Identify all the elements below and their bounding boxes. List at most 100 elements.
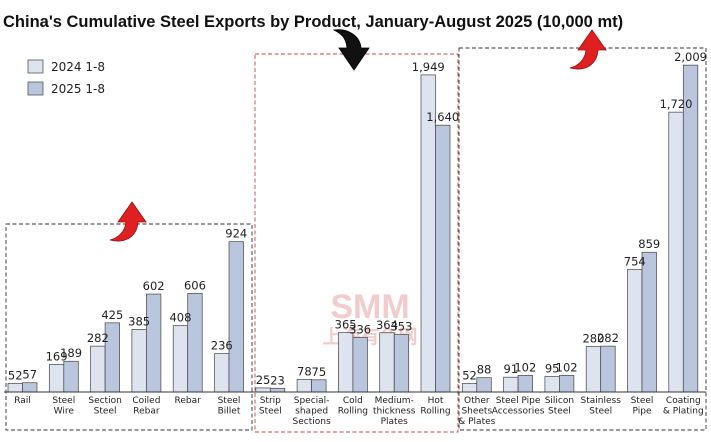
bar-2024-11	[461, 383, 478, 393]
bar-2025-11	[476, 377, 492, 393]
legend-swatch-2024	[27, 59, 44, 74]
bar-2025-4	[187, 293, 203, 393]
value-label-2025-0: 57	[22, 368, 37, 382]
category-label-4: Rebar	[175, 396, 202, 406]
bar-2024-12	[503, 376, 519, 393]
category-label-16: Coating & Plating	[663, 396, 704, 417]
value-label-2024-15: 754	[624, 254, 646, 268]
value-label-2025-5: 924	[225, 227, 247, 241]
watermark: SMM 上海有色网	[322, 288, 417, 348]
value-label-2024-8: 365	[335, 318, 357, 332]
trend-arrow-up-3	[569, 29, 607, 70]
bar-2025-15	[641, 251, 657, 393]
bars	[7, 64, 699, 393]
category-label-1: Steel Wire	[52, 396, 75, 417]
value-label-2025-12: 102	[514, 360, 536, 374]
legend-label-2025: 2025 1-8	[51, 82, 105, 96]
bar-2024-6	[255, 387, 271, 393]
category-label-8: Cold Rolling	[338, 396, 368, 417]
bar-2025-12	[517, 375, 533, 393]
legend-label-2024: 2024 1-8	[51, 60, 105, 74]
category-label-13: Silicon Steel	[545, 396, 574, 417]
value-label-2025-10: 1,640	[426, 110, 459, 124]
value-label-2025-9: 353	[390, 320, 412, 334]
value-label-2025-1: 189	[60, 346, 82, 360]
chart-title: China's Cumulative Steel Exports by Prod…	[3, 13, 623, 31]
category-label-2: Section Steel	[88, 396, 121, 417]
bar-2024-7	[296, 378, 312, 393]
category-label-14: Stainless Steel	[581, 396, 622, 417]
value-label-2025-6: 23	[270, 373, 285, 387]
bar-2024-4	[172, 325, 189, 393]
value-label-2024-12: 91	[504, 362, 519, 376]
bar-2025-0	[22, 382, 38, 393]
value-label-2025-11: 88	[477, 363, 492, 377]
bar-2024-13	[544, 376, 560, 393]
value-label-2024-9: 364	[376, 318, 398, 332]
value-label-2025-14: 282	[597, 331, 619, 345]
value-label-2024-11: 52	[462, 369, 477, 383]
bar-2024-3	[131, 329, 147, 393]
category-label-0: Rail	[14, 396, 31, 406]
value-label-2024-2: 282	[87, 331, 109, 345]
category-label-6: Strip Steel	[259, 396, 282, 417]
value-label-2025-7: 75	[312, 365, 327, 379]
bar-2024-8	[338, 332, 354, 393]
trend-arrow-up-1	[109, 201, 147, 242]
legend-swatch-2025	[27, 81, 44, 96]
bar-2025-1	[63, 360, 79, 393]
group-frame-1	[5, 223, 253, 431]
value-label-2024-3: 385	[128, 314, 150, 328]
value-label-2025-13: 102	[556, 360, 578, 374]
bar-2024-14	[585, 346, 602, 393]
value-label-2024-13: 95	[545, 362, 560, 376]
value-label-2024-5: 236	[211, 339, 233, 353]
trend-arrow-down-2	[332, 29, 370, 71]
category-label-5: Steel Billet	[218, 396, 241, 417]
bar-2025-16	[682, 64, 699, 393]
value-label-2025-3: 602	[143, 279, 165, 293]
value-label-2024-0: 52	[8, 369, 23, 383]
value-label-2024-4: 408	[169, 311, 191, 325]
legend: 2024 1-8 2025 1-8	[27, 59, 105, 96]
value-label-2024-1: 169	[46, 350, 68, 364]
category-label-7: Special-shaped Sections	[293, 396, 331, 427]
bar-2025-8	[352, 336, 368, 393]
bar-2025-5	[228, 241, 244, 393]
category-labels: Rail Steel Wire Section Steel Coiled Rebar Reba…	[14, 396, 703, 427]
value-label-2025-2: 425	[101, 308, 123, 322]
trend-arrows	[109, 29, 607, 242]
value-label-2024-7: 78	[297, 364, 312, 378]
value-label-2025-4: 606	[184, 278, 206, 292]
bar-2025-3	[146, 293, 162, 393]
bar-2024-5	[214, 353, 230, 393]
value-label-2025-15: 859	[638, 237, 660, 251]
bar-2025-9	[393, 334, 410, 393]
value-label-2024-10: 1,949	[412, 60, 445, 74]
value-label-2024-14: 280	[582, 331, 604, 345]
bar-2024-15	[627, 268, 643, 393]
bar-2025-6	[269, 387, 286, 393]
value-label-2025-8: 336	[349, 322, 371, 336]
bar-2024-9	[379, 332, 395, 393]
value-label-2024-6: 25	[256, 373, 271, 387]
watermark-logo: SMM	[330, 288, 409, 326]
bar-2025-13	[559, 375, 575, 393]
category-label-3: Coiled Rebar	[132, 396, 160, 417]
bar-2024-0	[7, 383, 23, 393]
value-label-2025-16: 2,009	[674, 50, 707, 64]
category-label-9: Medium-thickness Plates	[373, 396, 416, 427]
bar-2024-16	[668, 111, 684, 393]
category-label-10: Hot Rolling	[420, 396, 450, 417]
category-label-12: Steel Pipe Accessories	[492, 396, 545, 417]
bar-2025-7	[311, 379, 327, 393]
category-label-15: Steel Pipe	[631, 396, 654, 417]
bar-2024-2	[90, 345, 106, 393]
bar-2025-10	[435, 124, 451, 393]
value-label-2024-16: 1,720	[660, 97, 693, 111]
bar-2024-1	[48, 364, 65, 393]
bar-2025-14	[600, 345, 616, 393]
category-label-11: Other Sheets & Plates	[458, 396, 495, 427]
